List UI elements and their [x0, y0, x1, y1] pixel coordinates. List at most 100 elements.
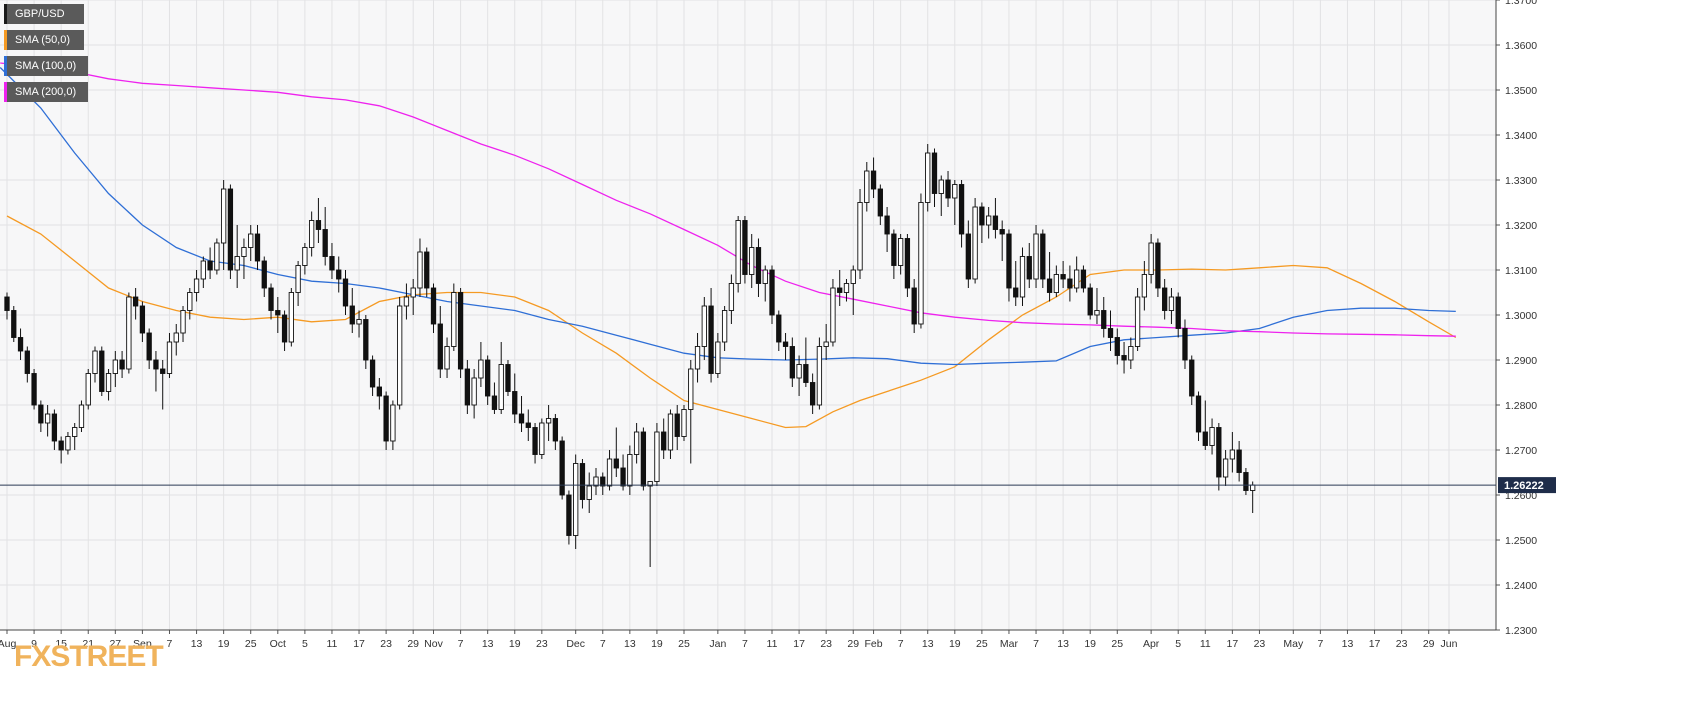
logo-street: STREET — [50, 640, 163, 673]
candle-body-bullish — [92, 350, 98, 374]
candle — [369, 355, 376, 396]
candle-body-bearish — [620, 467, 626, 487]
candle — [1162, 279, 1168, 320]
candle — [796, 355, 802, 396]
legend-sma50[interactable]: SMA (50,0) — [4, 30, 84, 50]
candle-body-bearish — [708, 305, 714, 374]
candle — [1087, 283, 1093, 320]
candle — [735, 216, 741, 293]
x-tick-label: Apr — [1143, 638, 1160, 650]
candle-body-bullish — [843, 283, 850, 293]
axes: 1.23001.24001.25001.26001.27001.28001.29… — [0, 0, 1537, 650]
x-tick-label: 17 — [793, 638, 805, 650]
candle-body-bearish — [315, 220, 322, 230]
candle — [505, 360, 511, 396]
candle-body-bearish — [769, 269, 775, 316]
candle-body-bullish — [986, 215, 992, 226]
x-tick-label: 17 — [353, 638, 365, 650]
candle — [552, 414, 559, 450]
candle — [1094, 288, 1100, 324]
candle-body-bullish — [1141, 274, 1148, 298]
x-tick-label: 9 — [31, 638, 37, 650]
y-tick-label: 1.2800 — [1505, 400, 1537, 412]
candle-body-bearish — [904, 238, 911, 289]
candle-body-bearish — [782, 341, 789, 347]
candle — [1175, 292, 1181, 338]
candle-body-bearish — [1067, 278, 1073, 289]
candle-body-bearish — [268, 287, 274, 311]
candle-body-bearish — [1175, 296, 1181, 329]
candle — [322, 207, 328, 266]
candle-body-bullish — [248, 233, 254, 248]
candle — [315, 198, 322, 243]
candle — [1067, 265, 1073, 302]
candle — [349, 288, 355, 333]
candle-body-bearish — [579, 463, 586, 500]
candle-body-bearish — [1080, 269, 1087, 289]
candle — [593, 468, 599, 495]
candle — [112, 351, 118, 387]
candle-body-bullish — [857, 202, 863, 271]
x-tick-label: 13 — [922, 638, 934, 650]
candle-body-bullish — [193, 278, 200, 293]
candle-body-bullish — [187, 292, 193, 311]
candle — [938, 175, 944, 216]
candle-body-bullish — [925, 152, 931, 203]
candle-body-bearish — [566, 494, 572, 536]
candle-body-bearish — [329, 256, 335, 271]
candle — [809, 373, 816, 414]
candle-body-bearish — [207, 260, 213, 271]
x-tick-label: 7 — [600, 638, 606, 650]
candle — [681, 405, 687, 441]
candle — [688, 360, 694, 464]
x-tick-label: Aug — [0, 638, 16, 650]
candle — [275, 297, 281, 333]
candle-body-bearish — [965, 233, 971, 280]
legend-sma100[interactable]: SMA (100,0) — [4, 56, 88, 76]
x-tick-label: 13 — [191, 638, 203, 650]
candle — [397, 297, 403, 410]
candle — [803, 337, 809, 387]
candle-body-bullish — [65, 436, 71, 451]
candle-body-bullish — [397, 305, 403, 406]
candle-body-bullish — [1168, 296, 1175, 311]
candle — [363, 315, 369, 369]
x-tick-label: 7 — [1317, 638, 1323, 650]
candle — [31, 369, 37, 410]
candle-body-bearish — [518, 413, 525, 424]
x-tick-label: 15 — [55, 638, 67, 650]
candle — [1006, 229, 1012, 302]
candle — [99, 346, 105, 396]
x-tick-label: 5 — [302, 638, 308, 650]
candle — [972, 198, 978, 284]
candle — [762, 265, 768, 302]
x-tick-label: 13 — [1057, 638, 1069, 650]
candle-body-bearish — [532, 427, 538, 455]
candle-body-bearish — [1182, 328, 1188, 361]
candle-body-bearish — [891, 233, 897, 266]
moving-averages — [0, 62, 1457, 429]
legend-gbpusd[interactable]: GBP/USD — [4, 4, 84, 24]
legend-sma200[interactable]: SMA (200,0) — [4, 82, 88, 102]
candle-body-bearish — [261, 260, 267, 289]
candle-body-bullish — [390, 404, 396, 442]
candle — [640, 427, 647, 491]
candle-body-bullish — [1222, 458, 1229, 478]
candle — [187, 288, 193, 320]
candle-body-bearish — [640, 431, 647, 487]
candle-body-bearish — [457, 292, 464, 370]
candle-body-bearish — [336, 269, 342, 280]
candle-body-bullish — [545, 418, 552, 424]
candle-body-bearish — [424, 251, 430, 289]
candle-body-bullish — [762, 269, 768, 284]
current-price-marker: 1.26222 — [0, 477, 1556, 494]
candle — [295, 261, 301, 306]
candle-body-bearish — [99, 350, 105, 392]
candle-body-bullish — [1094, 310, 1100, 316]
candle — [579, 459, 586, 509]
candle-body-bullish — [78, 404, 85, 428]
candle-body-bullish — [451, 292, 457, 347]
candle-body-bearish — [870, 170, 877, 190]
grid — [0, 0, 1496, 631]
x-tick-label: Jun — [1441, 638, 1458, 650]
